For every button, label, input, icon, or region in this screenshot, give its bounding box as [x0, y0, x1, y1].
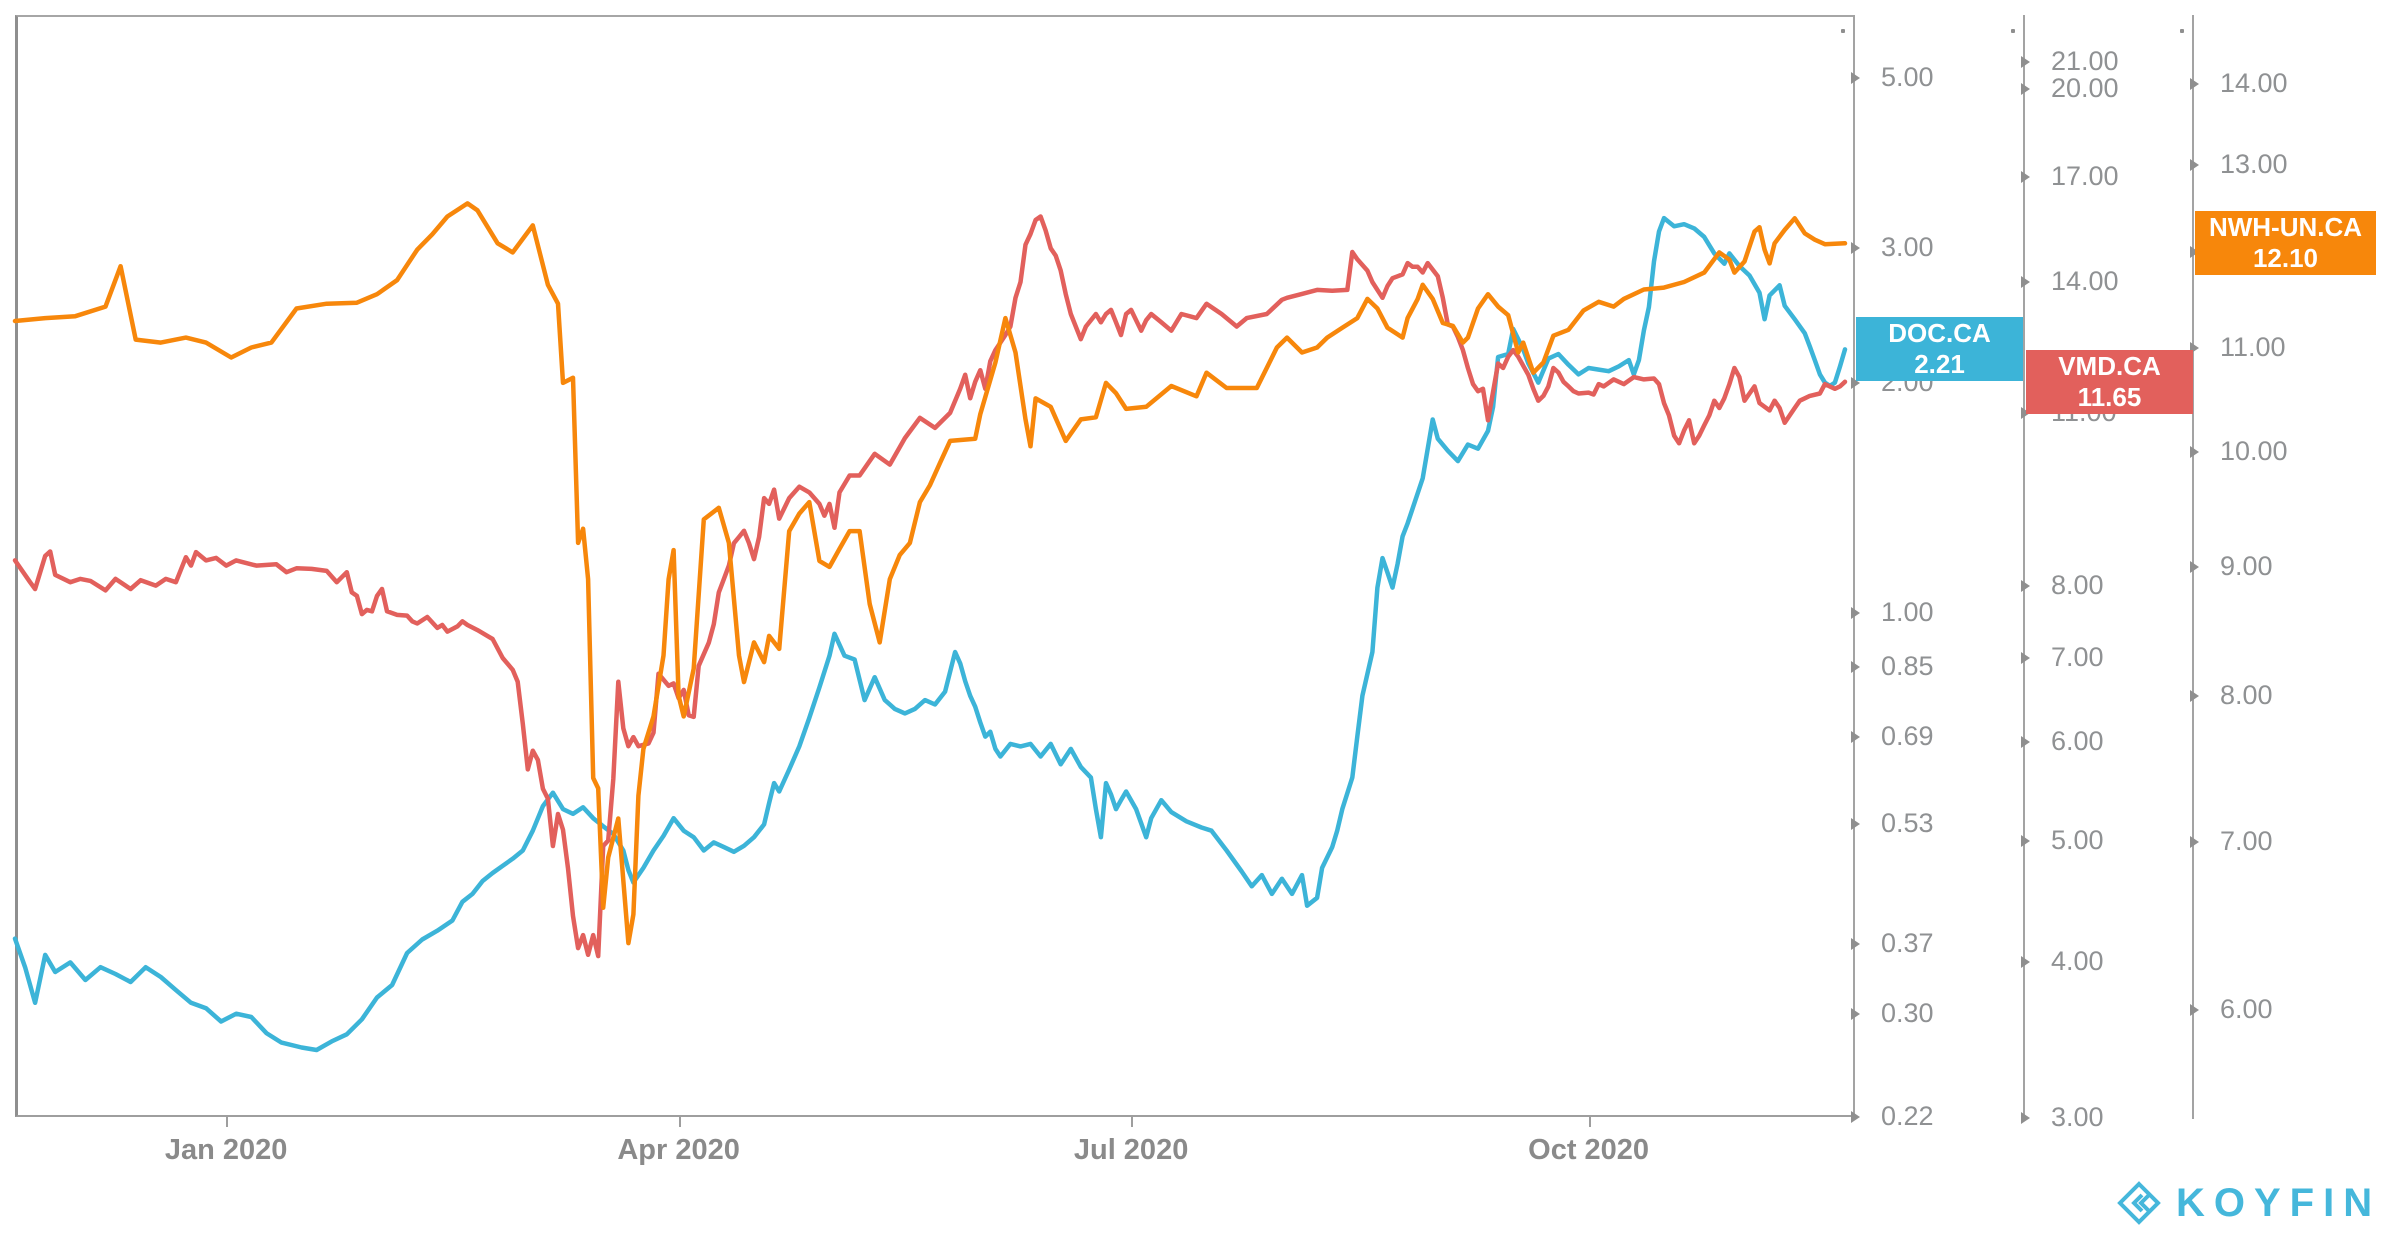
y-tick-arrow-icon [2021, 834, 2030, 847]
series-line-DOC.CA [12, 215, 1848, 1053]
y-tick-label-VMD.CA: 6.00 [2051, 725, 2104, 756]
x-axis-label: Jul 2020 [1073, 1134, 1189, 1166]
y-tick-label-DOC.CA: 1.00 [1881, 597, 1934, 628]
y-tick-arrow-icon [2021, 276, 2030, 289]
price-badge-NWH-UN.CA: NWH-UN.CA 12.10 [2195, 211, 2376, 276]
y-tick-label-VMD.CA: 21.00 [2051, 46, 2119, 77]
y-tick-arrow-icon [2190, 158, 2199, 171]
price-badge-ticker: NWH-UN.CA [2208, 212, 2363, 243]
y-tick-label-NWH-UN.CA: 14.00 [2220, 67, 2288, 98]
y-tick-label-VMD.CA: 7.00 [2051, 642, 2104, 673]
y-tick-arrow-icon [2021, 579, 2030, 592]
y-tick-arrow-icon [2190, 246, 2199, 259]
y-tick-label-DOC.CA: 0.37 [1881, 927, 1934, 958]
y-tick-arrow-icon [2021, 1111, 2030, 1124]
y-tick-arrow-icon [1851, 241, 1860, 254]
y-tick-arrow-icon [2190, 341, 2199, 354]
y-tick-label-DOC.CA: 0.22 [1881, 1100, 1934, 1131]
y-tick-arrow-icon [1851, 71, 1860, 84]
koyfin-logo: KOYFIN [2116, 1180, 2381, 1226]
y-tick-label-NWH-UN.CA: 8.00 [2220, 679, 2273, 710]
y-tick-arrow-icon [2190, 689, 2199, 702]
y-tick-arrow-icon [2021, 56, 2030, 69]
y-tick-label-VMD.CA: 5.00 [2051, 824, 2104, 855]
y-tick-label-NWH-UN.CA: 11.00 [2220, 331, 2286, 362]
y-tick-label-VMD.CA: 14.00 [2051, 266, 2119, 297]
y-tick-arrow-icon [1851, 607, 1860, 620]
y-axis-line-VMD.CA [2023, 15, 2025, 1119]
series-line-NWH-UN.CA [12, 201, 1848, 946]
x-tick-mark [1131, 1117, 1134, 1127]
y-tick-arrow-icon [1851, 376, 1860, 389]
price-badge-ticker: VMD.CA [2058, 350, 2161, 381]
y-tick-arrow-icon [1851, 818, 1860, 831]
y-tick-arrow-icon [1851, 661, 1860, 674]
y-tick-label-DOC.CA: 0.30 [1881, 997, 1934, 1028]
y-tick-label-DOC.CA: 0.85 [1881, 651, 1934, 682]
y-tick-label-NWH-UN.CA: 13.00 [2220, 148, 2288, 179]
y-tick-label-NWH-UN.CA: 6.00 [2220, 994, 2273, 1025]
y-tick-arrow-icon [1851, 730, 1860, 743]
y-tick-label-VMD.CA: 20.00 [2051, 72, 2119, 103]
y-tick-arrow-icon [2021, 170, 2030, 183]
price-badge-last-price: 2.21 [1914, 349, 1965, 380]
y-tick-arrow-icon [2190, 835, 2199, 848]
y-tick-arrow-icon [1851, 937, 1860, 950]
y-tick-label-DOC.CA: 0.53 [1881, 808, 1934, 839]
axis-top-tick-dot [1841, 29, 1845, 33]
x-axis-label: Oct 2020 [1528, 1134, 1650, 1166]
y-tick-arrow-icon [2021, 652, 2030, 665]
price-badge-VMD.CA: VMD.CA 11.65 [2026, 349, 2193, 414]
y-tick-label-NWH-UN.CA: 7.00 [2220, 825, 2273, 856]
x-axis-label: Apr 2020 [617, 1134, 740, 1166]
y-tick-label-VMD.CA: 8.00 [2051, 569, 2104, 600]
y-tick-arrow-icon [2021, 955, 2030, 968]
price-badge-ticker: DOC.CA [1888, 318, 1991, 349]
y-tick-arrow-icon [2190, 1004, 2199, 1017]
y-tick-label-VMD.CA: 3.00 [2051, 1101, 2104, 1132]
y-tick-label-DOC.CA: 5.00 [1881, 61, 1934, 92]
y-tick-arrow-icon [1851, 1110, 1860, 1123]
x-axis-label: Jan 2020 [164, 1134, 288, 1166]
axis-top-tick-dot [2180, 29, 2184, 33]
y-tick-arrow-icon [2190, 560, 2199, 573]
y-tick-arrow-icon [2021, 82, 2030, 95]
y-tick-label-DOC.CA: 0.69 [1881, 720, 1934, 751]
koyfin-logo-mark-icon [2117, 1181, 2161, 1225]
axis-top-tick-dot [2011, 29, 2015, 33]
price-badge-last-price: 11.65 [2077, 381, 2142, 412]
y-tick-arrow-icon [2021, 406, 2030, 419]
price-badge-DOC.CA: DOC.CA 2.21 [1856, 317, 2023, 382]
y-axis-line-DOC.CA [1853, 15, 1855, 1119]
x-tick-mark [1588, 1117, 1591, 1127]
y-tick-arrow-icon [1851, 1007, 1860, 1020]
y-tick-label-VMD.CA: 17.00 [2051, 160, 2119, 191]
price-badge-last-price: 12.10 [2252, 243, 2319, 274]
y-tick-label-NWH-UN.CA: 10.00 [2220, 435, 2288, 466]
y-tick-label-VMD.CA: 4.00 [2051, 945, 2104, 976]
y-tick-arrow-icon [2190, 445, 2199, 458]
y-tick-label-DOC.CA: 3.00 [1881, 231, 1934, 262]
x-tick-mark [678, 1117, 681, 1127]
y-tick-arrow-icon [2190, 77, 2199, 90]
x-tick-mark [226, 1117, 229, 1127]
y-tick-arrow-icon [2021, 735, 2030, 748]
koyfin-logo-text: KOYFIN [2176, 1180, 2382, 1225]
y-tick-label-NWH-UN.CA: 9.00 [2220, 550, 2273, 581]
